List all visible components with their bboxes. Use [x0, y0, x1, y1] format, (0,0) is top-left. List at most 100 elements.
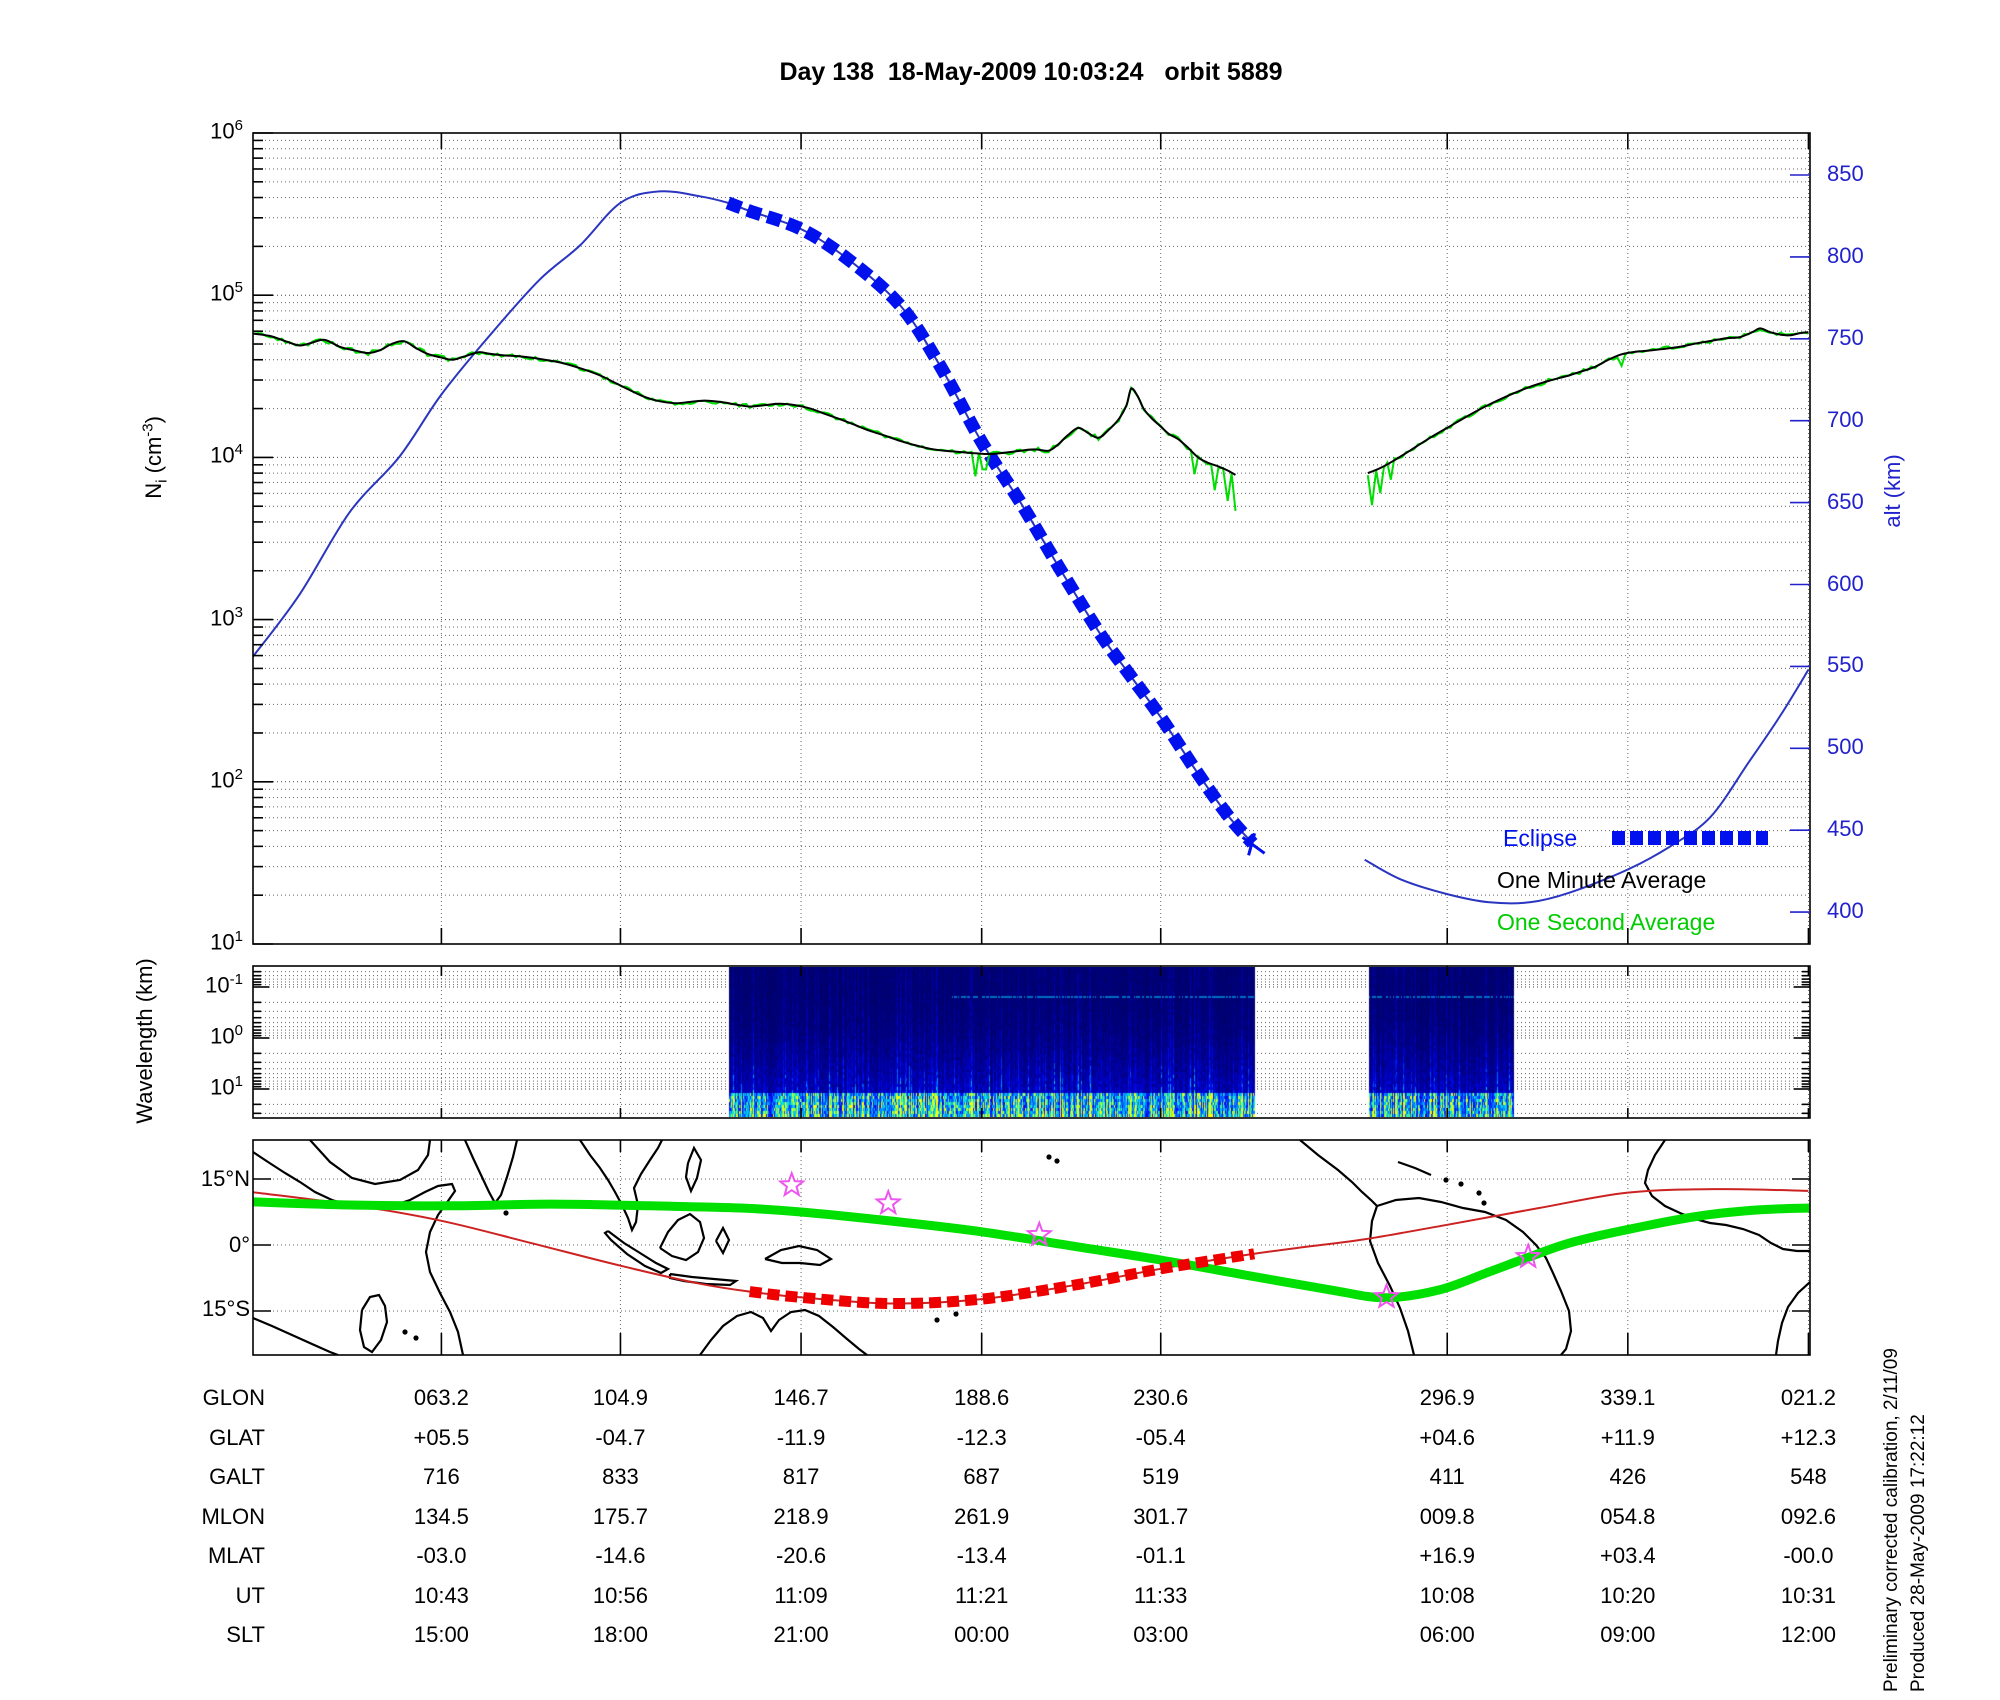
wavelength-spectrogram [254, 967, 1811, 1117]
coastline [579, 1140, 663, 1233]
table-row-label-glat: GLAT [209, 1424, 265, 1450]
table-cell-glat-2: -11.9 [776, 1424, 826, 1450]
density-axis-label: Ni (cm-3) [139, 416, 171, 499]
table-cell-galt-4: 519 [1142, 1464, 1180, 1489]
table-cell-galt-2: 817 [782, 1464, 820, 1489]
legend-one-minute-label: One Minute Average [1497, 867, 1707, 893]
density-one-second-curve [252, 332, 1237, 512]
world-map [253, 1140, 1810, 1355]
legend-eclipse-label: Eclipse [1503, 825, 1578, 851]
table-cell-ut-2: 11:09 [774, 1582, 828, 1608]
altitude-tick-label: 400 [1827, 898, 1864, 924]
table-cell-galt-1: 833 [602, 1464, 639, 1489]
wavelength-tick-label: 10-1 [205, 971, 243, 998]
table-cell-glat-7: +12.3 [1780, 1424, 1837, 1450]
ground-station-star [1372, 1282, 1401, 1309]
lat-label-0: 0° [228, 1232, 250, 1257]
lat-label-15n: 15°N [200, 1166, 250, 1191]
table-cell-mlat-6: +03.4 [1599, 1543, 1656, 1568]
map-eclipse-track [749, 1248, 1256, 1310]
density-tick-label: 102 [210, 765, 243, 793]
table-cell-slt-0: 15:00 [413, 1622, 469, 1647]
production-note-line2: Produced 28-May-2009 17:22:12 [1908, 1414, 1929, 1692]
lat-label-15s: 15°S [202, 1296, 250, 1321]
table-cell-slt-7: 12:00 [1780, 1622, 1836, 1647]
altitude-tick-label: 600 [1827, 570, 1864, 596]
table-cell-glon-1: 104.9 [592, 1385, 648, 1410]
table-cell-galt-0: 716 [423, 1464, 460, 1489]
coastline [309, 1140, 432, 1186]
coastline [1774, 1281, 1810, 1355]
eclipse-curve [725, 196, 1258, 848]
table-cell-mlon-0: 134.5 [413, 1503, 469, 1529]
table-cell-ut-0: 10:43 [413, 1582, 469, 1608]
altitude-tick-label: 550 [1827, 652, 1864, 678]
density-one-minute-curve [1367, 327, 1809, 475]
table-cell-ut-3: 11:21 [954, 1582, 1009, 1608]
coastline [715, 1225, 731, 1256]
table-cell-galt-7: 548 [1790, 1464, 1827, 1489]
table-cell-glon-4: 230.6 [1133, 1385, 1189, 1410]
island-dot [1476, 1190, 1482, 1196]
ground-station-star [1514, 1242, 1543, 1269]
table-cell-ut-5: 10:08 [1419, 1582, 1475, 1608]
table-cell-mlat-3: -13.4 [956, 1543, 1007, 1568]
table-cell-glon-0: 063.2 [413, 1385, 469, 1410]
coastline [1299, 1140, 1378, 1207]
table-cell-mlon-5: 009.8 [1419, 1503, 1475, 1529]
island-dot [1046, 1154, 1052, 1160]
panel-border [252, 965, 1811, 1119]
ground-station-star [1025, 1220, 1054, 1247]
coastline [1643, 1140, 1810, 1253]
density-tick-label: 101 [210, 928, 243, 955]
table-cell-mlon-3: 261.9 [954, 1503, 1010, 1529]
altitude-tick-label: 850 [1827, 161, 1864, 186]
island-dot [503, 1210, 509, 1216]
island-dot [934, 1317, 940, 1323]
table-cell-ut-7: 10:31 [1780, 1582, 1836, 1608]
table-cell-mlat-2: -20.6 [775, 1543, 827, 1568]
wavelength-axis-label: Wavelength (km) [132, 958, 157, 1124]
coastline [463, 1140, 519, 1206]
magnetic-equator-line [253, 1197, 1810, 1303]
altitude-curve-seg1 [252, 190, 1254, 844]
table-row-label-glon: GLON [202, 1385, 265, 1410]
table-cell-glon-5: 296.9 [1419, 1385, 1475, 1410]
table-cell-glat-0: +05.5 [413, 1424, 470, 1450]
table-cell-mlat-4: -01.1 [1135, 1543, 1186, 1568]
panel-border [252, 132, 1811, 945]
table-cell-slt-4: 03:00 [1133, 1622, 1189, 1647]
spacecraft-track-line [253, 1188, 1809, 1305]
coastline [764, 1244, 834, 1267]
table-cell-glon-3: 188.6 [954, 1385, 1010, 1410]
table-cell-glat-1: -04.7 [595, 1424, 646, 1450]
table-cell-mlon-7: 092.6 [1780, 1503, 1836, 1529]
wavelength-tick-label: 100 [210, 1022, 243, 1049]
table-cell-glon-6: 339.1 [1600, 1385, 1656, 1410]
table-cell-ut-6: 10:20 [1600, 1582, 1656, 1608]
table-cell-galt-3: 687 [963, 1464, 1001, 1489]
legend-one-second-label: One Second Average [1497, 909, 1716, 935]
coastline [253, 1151, 465, 1355]
table-row-label-galt: GALT [209, 1464, 265, 1489]
table-row-label-mlon: MLON [201, 1503, 265, 1529]
table-cell-mlon-4: 301.7 [1133, 1503, 1189, 1529]
coastline [1368, 1205, 1416, 1355]
coastline [358, 1293, 389, 1354]
production-note: Preliminary corrected calibration, 2/11/… [1878, 1348, 1932, 1692]
density-tick-label: 104 [210, 441, 243, 468]
density-one-second-curve [1366, 329, 1809, 506]
table-cell-mlat-7: -00.0 [1783, 1543, 1834, 1568]
table-row-label-ut: UT [235, 1582, 265, 1608]
coastline [603, 1230, 671, 1275]
table-cell-slt-5: 06:00 [1419, 1622, 1475, 1647]
island-dot [1054, 1158, 1060, 1164]
altitude-tick-label: 450 [1827, 816, 1864, 842]
island-dot [413, 1335, 419, 1341]
table-cell-slt-6: 09:00 [1600, 1622, 1656, 1647]
table-cell-slt-3: 00:00 [954, 1622, 1010, 1647]
production-note-line1: Preliminary corrected calibration, 2/11/… [1881, 1348, 1902, 1692]
ground-station-star [777, 1170, 806, 1198]
